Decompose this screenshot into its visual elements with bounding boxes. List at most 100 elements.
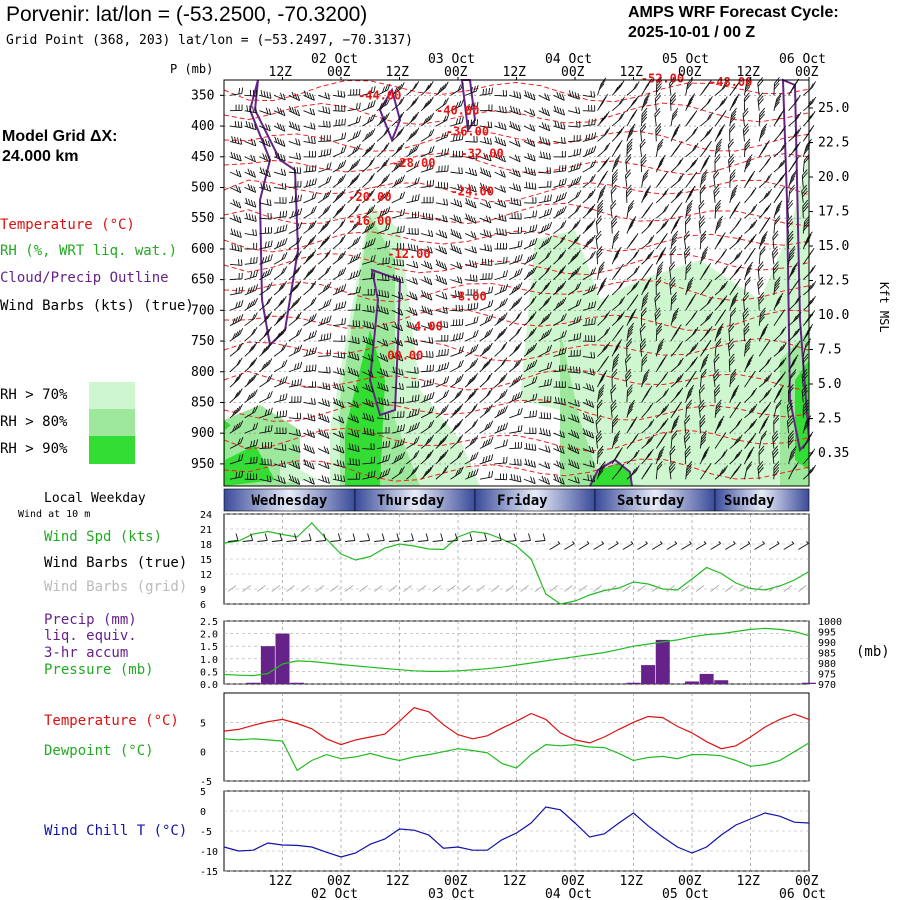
wind-barb-flag	[295, 313, 300, 321]
wind-barb-flag	[297, 462, 301, 469]
wind-barb-flag	[590, 161, 594, 168]
wind-barb	[698, 390, 701, 403]
wind-barb-flag	[729, 377, 736, 385]
wind-barb-flag	[482, 456, 485, 464]
wind-barb-flag	[611, 218, 618, 225]
grid-wind-barb	[227, 585, 237, 592]
grid-wind-barb	[505, 585, 515, 592]
wind-barb	[420, 325, 433, 330]
wind-barb-flag	[802, 387, 808, 394]
wind-barb-flag	[248, 198, 251, 206]
wind-barb	[728, 329, 731, 342]
wind-barb-flag	[400, 309, 404, 316]
wind-barb-flag	[529, 240, 532, 247]
wind-barb-flag	[456, 215, 460, 223]
wind-barb-flag	[502, 155, 506, 163]
wind-barb-flag	[384, 224, 388, 231]
wind-barb-flag	[701, 252, 708, 259]
wind-barb-flag	[422, 470, 428, 478]
wind-barb-flag	[640, 159, 647, 167]
wind-barb-flag	[672, 233, 678, 241]
wind-barb-flag	[336, 383, 339, 390]
wind-barb-flag	[558, 348, 561, 355]
wind-barb-flag	[284, 444, 287, 451]
wind-barb-flag	[730, 393, 736, 400]
pressure-tick-label: 750	[191, 334, 214, 349]
wind-barb-flag	[779, 128, 784, 135]
wind-barb-flag	[505, 439, 508, 446]
temperature-contour-label: 00.00	[387, 348, 423, 362]
wind-barb-flag	[669, 261, 675, 269]
wind-barb-flag	[443, 391, 447, 398]
wind-barb-flag	[715, 331, 722, 339]
wind-barb-flag	[343, 352, 346, 359]
wind-barb	[538, 432, 551, 437]
wind-barb-flag	[488, 287, 491, 294]
wind-barb-flag	[603, 113, 608, 120]
wind-barb-flag	[561, 178, 564, 186]
wind-barb-flag	[576, 432, 580, 439]
wind-barb-flag	[311, 249, 317, 257]
wind-barb-flag	[354, 237, 359, 245]
wind-barb-flag	[252, 171, 256, 178]
wind-barb-flag	[306, 460, 310, 467]
wind-barb-flag	[692, 328, 697, 336]
wind-barb-flag	[543, 239, 547, 246]
surface-wind-barb-flag	[454, 533, 458, 541]
wind-panel-tick-label: 21	[200, 525, 212, 536]
wind-barb-flag	[614, 344, 620, 352]
wind-barb-flag	[388, 440, 391, 447]
wind-barb-flag	[635, 265, 640, 273]
wind-barb-flag	[355, 116, 359, 124]
wind-barb-flag	[563, 137, 566, 144]
wind-barb-flag	[290, 302, 295, 309]
wind-barb-flag	[305, 180, 309, 187]
wind-barb	[332, 417, 344, 424]
wind-barb-flag	[268, 374, 273, 381]
wind-barb-flag	[643, 283, 650, 290]
wind-barb-flag	[708, 96, 713, 103]
wind-barb-flag	[490, 313, 494, 321]
wind-barb-flag	[441, 363, 444, 371]
wind-barb-flag	[555, 210, 559, 217]
wind-barb-flag	[656, 347, 663, 354]
wind-barb-flag	[489, 138, 492, 145]
wind-barb-flag	[369, 305, 372, 312]
wind-barb	[362, 91, 375, 96]
wind-barb-flag	[474, 169, 478, 176]
wind-barb-flag	[535, 410, 537, 417]
wind-barb-flag	[250, 169, 254, 177]
wind-barb-flag	[713, 172, 720, 179]
wind-barb-flag	[497, 153, 501, 160]
wind-barb-flag	[753, 219, 758, 226]
cloud-outline	[368, 268, 402, 417]
wind-barb-flag	[746, 461, 753, 468]
wind-barb-flag	[338, 119, 340, 126]
wind-barb-flag	[296, 152, 299, 159]
wind-barb-flag	[269, 267, 273, 275]
wind-barb-flag	[248, 213, 251, 220]
wind-barb-flag	[519, 391, 523, 398]
wind-barb	[273, 348, 284, 357]
wind-barb-flag	[437, 87, 442, 94]
wind-barb-flag	[311, 94, 315, 101]
wind-barb-flag	[702, 246, 709, 253]
wind-barb	[391, 294, 404, 300]
wind-barb-flag	[327, 265, 332, 273]
wind-barb-flag	[312, 165, 314, 172]
wind-barb-flag	[470, 215, 474, 223]
wind-barb-flag	[401, 276, 404, 283]
wind-barb-flag	[366, 208, 371, 215]
wind-barb-flag	[744, 95, 750, 102]
weekday-label: Wednesday	[252, 493, 328, 509]
wind-barb	[244, 411, 256, 419]
wind-barb-flag	[283, 266, 288, 273]
wind-barb-flag	[517, 326, 522, 334]
wind-barb-flag	[297, 250, 302, 258]
wind-barb-flag	[505, 422, 509, 429]
wind-barb	[318, 125, 331, 128]
wind-barb-flag	[325, 283, 329, 291]
wind-barb-flag	[716, 421, 723, 428]
wind-barb-flag	[612, 439, 619, 446]
surface-wind-barb-flag	[630, 541, 634, 544]
